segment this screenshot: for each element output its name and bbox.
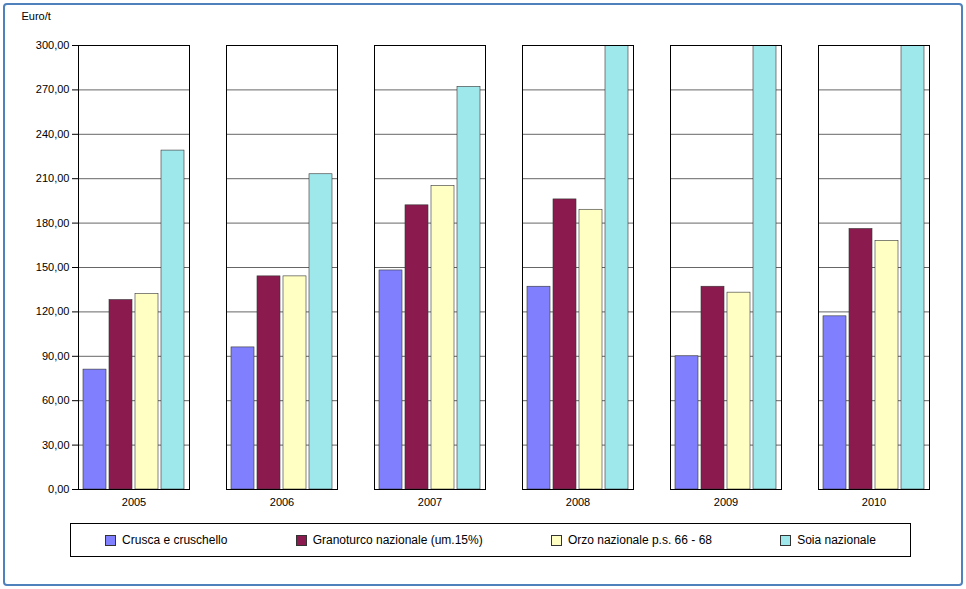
- svg-text:180,00: 180,00: [36, 217, 70, 229]
- svg-text:210,00: 210,00: [36, 172, 70, 184]
- svg-text:120,00: 120,00: [36, 305, 70, 317]
- svg-text:2007: 2007: [418, 496, 442, 508]
- svg-text:240,00: 240,00: [36, 128, 70, 140]
- html-text:Orzo nazionale p.s. 66 - 68: Orzo nazionale p.s. 66 - 68: [567, 533, 712, 547]
- html-text:Crusca e cruschello: Crusca e cruschello: [122, 533, 228, 547]
- svg-text:2006: 2006: [270, 496, 294, 508]
- svg-text:30,00: 30,00: [42, 439, 70, 451]
- svg-text:270,00: 270,00: [36, 83, 70, 95]
- svg-text:300,00: 300,00: [36, 39, 70, 51]
- svg-text:2005: 2005: [122, 496, 146, 508]
- svg-text:150,00: 150,00: [36, 261, 70, 273]
- svg-text:2009: 2009: [714, 496, 738, 508]
- html-text:Granoturco nazionale (um.15%): Granoturco nazionale (um.15%): [312, 533, 483, 547]
- svg-text:0,00: 0,00: [48, 483, 69, 495]
- svg-text:60,00: 60,00: [42, 394, 70, 406]
- svg-text:2008: 2008: [566, 496, 590, 508]
- svg-text:Euro/t: Euro/t: [22, 10, 51, 22]
- svg-text:90,00: 90,00: [42, 350, 70, 362]
- svg-text:2010: 2010: [862, 496, 886, 508]
- html-text:Soia nazionale: Soia nazionale: [797, 533, 876, 547]
